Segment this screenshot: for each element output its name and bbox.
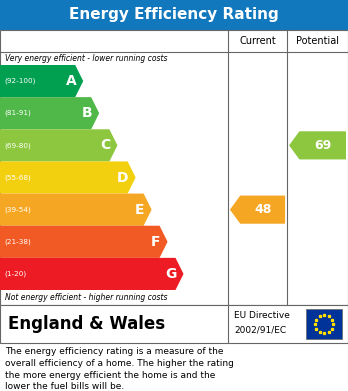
Text: Not energy efficient - higher running costs: Not energy efficient - higher running co… — [5, 293, 167, 302]
Text: Very energy efficient - lower running costs: Very energy efficient - lower running co… — [5, 54, 167, 63]
Polygon shape — [230, 196, 285, 224]
Polygon shape — [289, 131, 346, 160]
Text: Energy Efficiency Rating: Energy Efficiency Rating — [69, 7, 279, 23]
Text: (55-68): (55-68) — [4, 174, 31, 181]
Text: England & Wales: England & Wales — [8, 315, 165, 333]
Bar — [0, 0, 348, 30]
Text: (39-54): (39-54) — [4, 206, 31, 213]
Text: 2002/91/EC: 2002/91/EC — [234, 325, 286, 334]
Text: 48: 48 — [254, 203, 271, 216]
Bar — [0, 30, 348, 305]
Text: (1-20): (1-20) — [4, 271, 26, 277]
Text: A: A — [65, 74, 76, 88]
Text: 69: 69 — [314, 139, 331, 152]
Text: (21-38): (21-38) — [4, 239, 31, 245]
Bar — [0, 305, 348, 343]
Text: Current: Current — [239, 36, 276, 46]
Text: E: E — [135, 203, 145, 217]
Polygon shape — [0, 258, 183, 290]
Text: B: B — [81, 106, 92, 120]
Text: G: G — [165, 267, 176, 281]
Text: D: D — [117, 170, 129, 185]
Text: Potential: Potential — [296, 36, 339, 46]
Text: EU Directive: EU Directive — [234, 310, 290, 319]
Polygon shape — [0, 97, 99, 129]
Polygon shape — [0, 129, 117, 161]
Text: C: C — [100, 138, 110, 152]
Text: (92-100): (92-100) — [4, 78, 35, 84]
Polygon shape — [0, 194, 152, 226]
Bar — [306, 309, 342, 339]
Polygon shape — [0, 65, 83, 97]
Text: (69-80): (69-80) — [4, 142, 31, 149]
Text: The energy efficiency rating is a measure of the
overall efficiency of a home. T: The energy efficiency rating is a measur… — [5, 347, 234, 391]
Text: (81-91): (81-91) — [4, 110, 31, 117]
Polygon shape — [0, 161, 136, 194]
Text: F: F — [151, 235, 160, 249]
Polygon shape — [0, 226, 167, 258]
